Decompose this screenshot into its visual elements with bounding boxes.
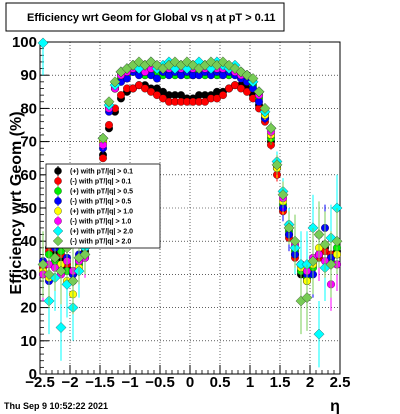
grid-lines xyxy=(40,42,340,374)
data-point xyxy=(117,91,125,100)
chart-title: Efficiency wrt Geom for Global vs η at p… xyxy=(27,12,276,24)
data-point xyxy=(289,235,301,247)
data-point xyxy=(243,87,251,96)
y-tick-label: 90 xyxy=(20,67,37,84)
data-point xyxy=(153,74,161,83)
data-point xyxy=(225,84,233,93)
legend-entry-label: (-) with pT/|q| > 1.0 xyxy=(70,219,131,226)
x-tick-label: −2.5 xyxy=(25,374,55,391)
data-point xyxy=(103,96,115,108)
x-tick-label: 0.5 xyxy=(210,374,231,391)
legend-entry-label: (+) with pT/|q| > 0.5 xyxy=(70,189,133,196)
x-tick-label: −0.5 xyxy=(145,374,175,391)
data-point xyxy=(313,229,325,240)
data-point xyxy=(109,76,121,88)
data-point xyxy=(105,121,113,129)
data-point xyxy=(313,328,325,340)
y-tick-label: 50 xyxy=(20,200,37,217)
data-point xyxy=(301,292,313,303)
data-point xyxy=(153,91,161,100)
data-point xyxy=(325,259,337,270)
x-tick-label: −1 xyxy=(121,374,138,391)
series-8 xyxy=(37,56,343,335)
x-tick-label: 1 xyxy=(246,374,254,391)
data-point xyxy=(67,275,79,287)
y-tick-label: 30 xyxy=(20,266,37,283)
data-point xyxy=(37,37,49,49)
legend-entry-label: (-) with pT/|q| > 0.5 xyxy=(70,199,131,206)
data-point xyxy=(159,94,167,103)
data-point xyxy=(247,73,259,84)
data-point xyxy=(37,259,49,270)
x-tick-label: 1.5 xyxy=(270,374,291,391)
data-point xyxy=(255,97,263,106)
data-point xyxy=(213,94,221,103)
legend-entry-label: (-) with pT/|q| > 2.0 xyxy=(70,239,131,246)
data-point xyxy=(331,235,343,247)
x-tick-label: 2.5 xyxy=(330,374,351,391)
data-point xyxy=(43,269,55,280)
x-tick-label: 2 xyxy=(306,374,314,391)
data-point xyxy=(283,222,295,234)
data-point xyxy=(55,322,67,333)
y-tick-label: 20 xyxy=(20,300,37,317)
title-box xyxy=(5,2,285,32)
data-point xyxy=(201,97,209,106)
data-point xyxy=(277,189,289,201)
data-point xyxy=(99,154,107,163)
data-point xyxy=(55,265,67,277)
data-point xyxy=(307,255,319,267)
legend-entry-label: (+) with pT/|q| > 1.0 xyxy=(70,209,133,216)
data-point xyxy=(253,86,265,98)
y-tick-label: 40 xyxy=(20,233,37,250)
y-tick-label: 60 xyxy=(20,167,37,184)
data-point xyxy=(129,84,137,93)
data-point xyxy=(237,84,245,93)
y-axis-label: Efficiency wrt Geom (%) xyxy=(8,111,25,294)
y-tick-label: 100 xyxy=(12,34,37,51)
data-point xyxy=(135,81,143,90)
y-tick-label: 0 xyxy=(29,366,37,383)
legend-entry-label: (+) with pT/|q| > 2.0 xyxy=(70,229,133,236)
x-tick-label: 0 xyxy=(186,374,194,391)
data-point xyxy=(271,159,283,171)
x-axis-label: η xyxy=(330,398,340,414)
data-point xyxy=(265,122,277,134)
y-tick-label: 70 xyxy=(20,134,37,151)
legend-box xyxy=(45,163,161,249)
data-point xyxy=(97,132,109,144)
y-tick-label: 10 xyxy=(20,333,37,350)
data-point xyxy=(147,87,155,96)
legend: (+) with pT/|q| > 0.1 (-) with pT/|q| > 0… xyxy=(45,163,161,249)
y-tick-label: 80 xyxy=(20,100,37,117)
timestamp-footer: Thu Sep 9 10:52:22 2021 xyxy=(4,401,108,411)
data-point xyxy=(79,249,91,260)
data-point xyxy=(49,252,61,264)
data-point xyxy=(219,91,227,100)
data-point xyxy=(231,81,239,90)
data-point xyxy=(259,103,271,114)
x-tick-label: −2 xyxy=(61,374,78,391)
data-point xyxy=(319,239,331,250)
data-point xyxy=(141,84,149,93)
x-tick-label: −1.5 xyxy=(85,374,115,391)
legend-entry-label: (+) with pT/|q| > 0.1 xyxy=(70,169,133,176)
legend-entry-label: (-) with pT/|q| > 0.1 xyxy=(70,179,131,186)
